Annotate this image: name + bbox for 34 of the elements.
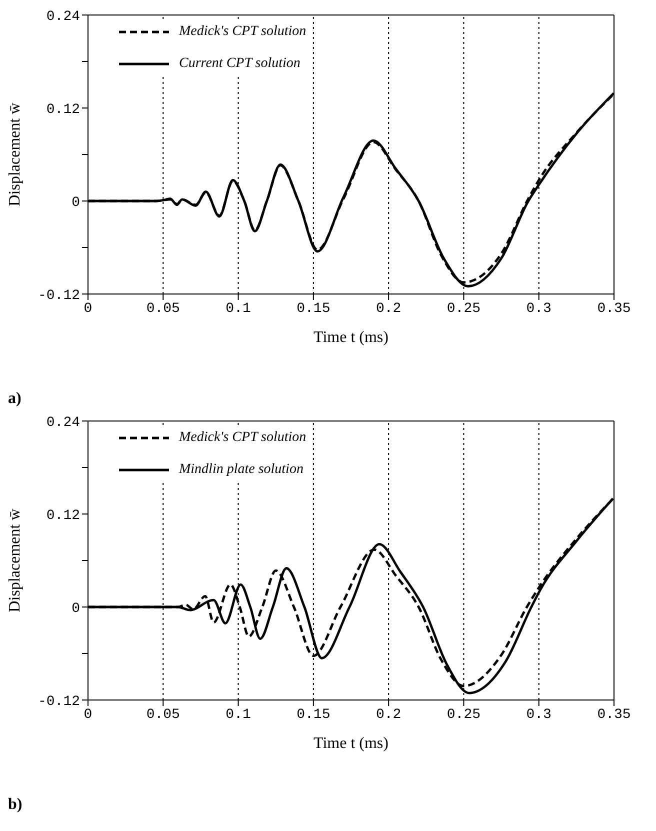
x-tick-label: 0.35 (597, 300, 631, 317)
y-tick-label: 0.24 (46, 414, 80, 431)
legend-label: Medick's CPT solution (179, 430, 306, 446)
text: a) (8, 390, 22, 408)
x-tick-label: 0.05 (146, 706, 180, 723)
x-tick-label: 0.2 (376, 300, 402, 317)
x-tick-label: 0.2 (376, 706, 402, 723)
y-tick-label: 0 (72, 194, 80, 211)
legend-label: Medick's CPT solution (179, 24, 306, 40)
x-tick-label: 0.15 (296, 300, 330, 317)
x-tick-label: 0.3 (526, 706, 552, 723)
x-tick-label: 0.35 (597, 706, 631, 723)
x-tick-label: 0.3 (526, 300, 552, 317)
x-axis-title: Time t (ms) (314, 329, 388, 346)
x-tick-label: 0 (84, 706, 92, 723)
y-tick-label: 0 (72, 600, 80, 617)
y-tick-label: 0.12 (46, 508, 80, 524)
y-tick-label: -0.12 (38, 288, 80, 304)
x-tick-label: 0.25 (446, 300, 481, 317)
text: b) (8, 796, 22, 814)
y-tick-label: -0.12 (38, 694, 80, 710)
y-axis-title: Displacement w̄ (6, 508, 24, 612)
x-tick-label: 0 (84, 300, 92, 317)
y-tick-label: 0.12 (46, 102, 80, 118)
x-tick-label: 0.05 (146, 300, 180, 317)
y-axis-title: Displacement w̄ (6, 102, 24, 206)
x-axis-title: Time t (ms) (314, 735, 388, 752)
legend-label: Current CPT solution (179, 56, 300, 72)
x-tick-label: 0.25 (446, 706, 481, 723)
x-tick-label: 0.1 (226, 300, 251, 317)
x-tick-label: 0.15 (296, 706, 330, 723)
y-tick-label: 0.24 (46, 8, 80, 25)
legend-label: Mindlin plate solution (179, 462, 304, 478)
x-tick-label: 0.1 (226, 706, 251, 723)
